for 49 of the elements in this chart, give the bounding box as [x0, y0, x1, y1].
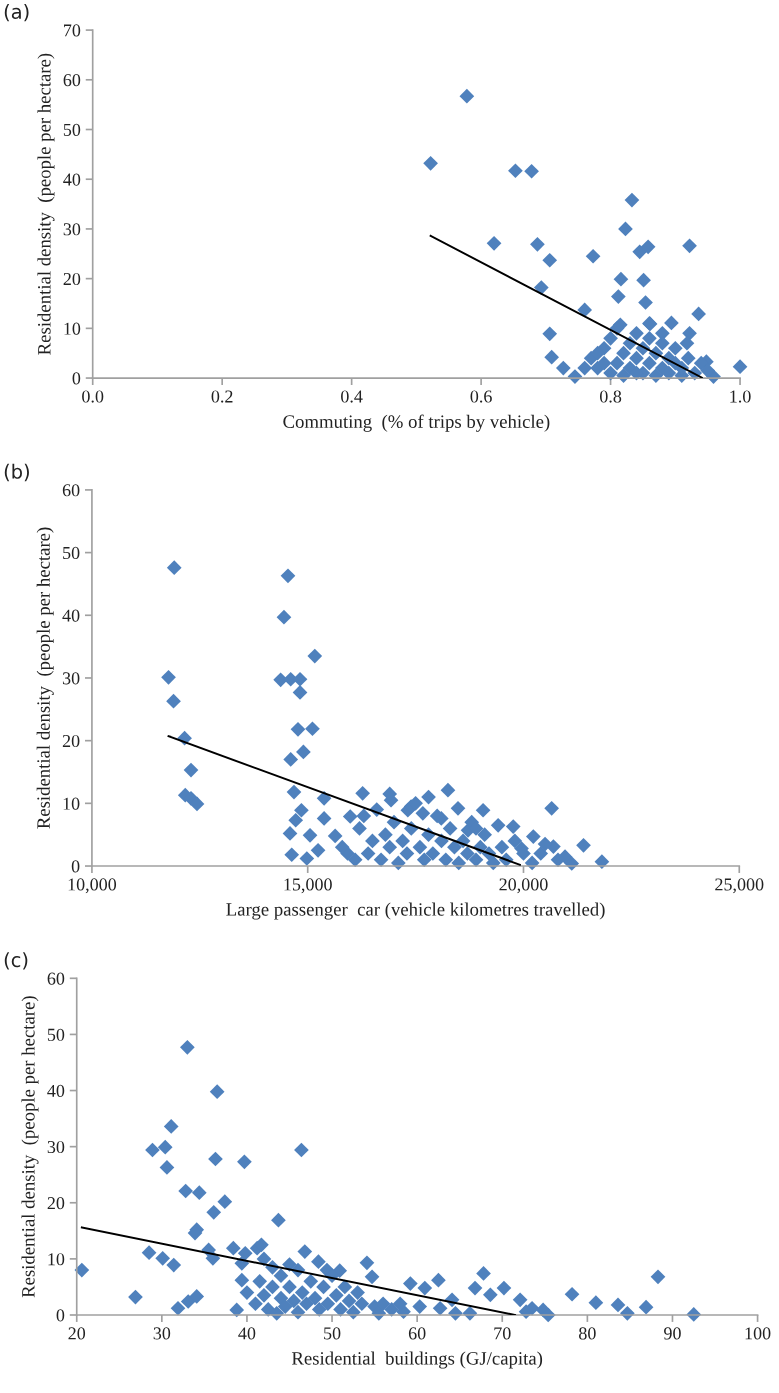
y-tick-label: 30 [47, 1140, 65, 1154]
x-tick-label: 70 [494, 1327, 511, 1340]
y-tick-label: 50 [47, 1028, 65, 1041]
x-tick-label: 0.2 [211, 390, 233, 403]
y-tick-label: 0 [71, 860, 80, 873]
y-tick-label: 50 [63, 546, 80, 560]
y-tick-label: 60 [62, 484, 80, 497]
y-tick-label: 20 [47, 1197, 65, 1210]
x-tick-label: 10,000 [68, 878, 117, 894]
y-axis-title: Residential density (people per hectare) [21, 996, 39, 1298]
y-axis-title: Residential density (people per hectare) [36, 527, 54, 829]
x-tick-label: 1.0 [730, 390, 751, 403]
chart-title: (c) [4, 952, 28, 970]
x-tick-label: 30 [153, 1327, 171, 1340]
x-tick-label: 40 [238, 1327, 256, 1340]
x-tick-label: 80 [579, 1327, 596, 1340]
y-tick-label: 10 [63, 797, 80, 810]
y-tick-label: 40 [62, 609, 80, 622]
y-tick-label: 10 [48, 1253, 65, 1266]
y-tick-label: 20 [63, 272, 81, 286]
y-tick-label: 0 [56, 1309, 65, 1322]
x-axis-title: Commuting (% of trips by vehicle) [283, 414, 550, 432]
y-tick-label: 30 [63, 223, 81, 236]
x-tick-label: 90 [664, 1327, 681, 1340]
y-tick-label: 70 [64, 24, 81, 37]
chart-title: (b) [4, 463, 29, 482]
x-tick-label: 15,000 [284, 878, 332, 894]
y-tick-label: 60 [63, 74, 81, 87]
x-tick-label: 20,000 [499, 878, 548, 894]
x-tick-label: 25,000 [715, 878, 764, 894]
x-tick-label: 50 [324, 1327, 341, 1340]
x-tick-label: 0.4 [341, 390, 363, 403]
y-tick-label: 20 [62, 734, 80, 748]
x-tick-label: 0.0 [82, 390, 104, 403]
y-tick-label: 50 [63, 123, 81, 136]
x-tick-label: 0.6 [470, 390, 492, 403]
x-tick-label: 0.8 [599, 390, 622, 403]
y-tick-label: 0 [72, 372, 81, 385]
y-tick-label: 40 [63, 173, 81, 186]
y-tick-label: 40 [47, 1084, 65, 1097]
y-axis-title: Residential density (people per hectare) [37, 53, 55, 355]
x-tick-label: 60 [408, 1327, 426, 1340]
y-tick-label: 60 [47, 972, 65, 985]
chart-title: (a) [4, 3, 29, 22]
x-axis-title: Large passenger car (vehicle kilometres travelled) [226, 902, 605, 920]
x-axis-title: Residential buildings (GJ/capita) [291, 1351, 543, 1369]
x-tick-label: 100 [745, 1327, 771, 1340]
y-tick-label: 30 [62, 672, 80, 685]
y-tick-label: 10 [64, 322, 81, 335]
